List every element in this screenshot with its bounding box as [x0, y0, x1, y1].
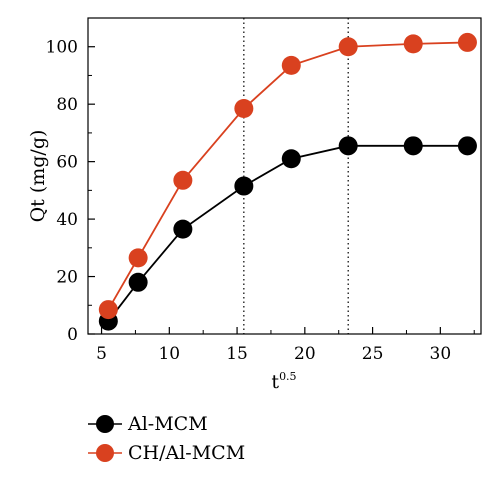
- data-point-al-mcm: [128, 272, 148, 292]
- legend-entry-ch-al-mcm: CH/Al-MCM: [88, 442, 245, 464]
- y-axis-title: Qt (mg/g): [27, 130, 49, 223]
- reference-lines: [243, 18, 349, 334]
- data-point-ch-al-mcm: [338, 37, 358, 57]
- data-point-al-mcm: [173, 219, 193, 239]
- y-tick-label: 0: [67, 325, 78, 345]
- data-point-ch-al-mcm: [98, 300, 118, 320]
- plot-frame: [87, 17, 482, 335]
- data-point-ch-al-mcm: [281, 55, 301, 75]
- legend-marker-al-mcm: [96, 415, 114, 433]
- x-axis-title: t0.5: [271, 370, 296, 393]
- axes: [87, 17, 482, 335]
- series-ch-al-mcm: [98, 32, 477, 320]
- series-line-al-mcm: [107, 144, 468, 322]
- data-point-ch-al-mcm: [457, 32, 477, 52]
- data-point-al-mcm: [403, 136, 423, 156]
- data-point-ch-al-mcm: [128, 248, 148, 268]
- data-point-al-mcm: [457, 136, 477, 156]
- data-point-ch-al-mcm: [403, 34, 423, 54]
- x-tick-label: 20: [294, 344, 316, 364]
- x-tick-label: 25: [362, 344, 384, 364]
- data-point-al-mcm: [234, 176, 254, 196]
- x-axis-title-superscript: 0.5: [279, 370, 297, 383]
- series-line-ch-al-mcm: [107, 41, 468, 311]
- legend-entry-al-mcm: Al-MCM: [88, 413, 208, 435]
- x-axis-title-base: t: [271, 371, 279, 393]
- y-tick-label: 20: [56, 268, 78, 288]
- data-point-ch-al-mcm: [173, 170, 193, 190]
- legend-marker-ch-al-mcm: [96, 444, 114, 462]
- y-tick-label: 80: [56, 95, 78, 115]
- x-tick-label: 5: [96, 344, 107, 364]
- y-tick-label: 40: [56, 210, 78, 230]
- x-tick-label: 30: [430, 344, 452, 364]
- data-point-al-mcm: [281, 149, 301, 169]
- x-tick-label: 10: [158, 344, 180, 364]
- x-tick-label: 15: [226, 344, 248, 364]
- y-tick-label: 60: [56, 153, 78, 173]
- legend: Al-MCM CH/Al-MCM: [88, 413, 245, 464]
- tick-layer: 5 10 15 20 25 30 0 20 40 60 80 100: [46, 38, 475, 364]
- data-point-ch-al-mcm: [234, 98, 254, 118]
- legend-label-al-mcm: Al-MCM: [127, 413, 208, 435]
- y-tick-label: 100: [46, 38, 78, 58]
- legend-label-ch-al-mcm: CH/Al-MCM: [128, 442, 245, 464]
- series-al-mcm: [98, 136, 477, 331]
- series-layer: [98, 32, 477, 331]
- data-point-al-mcm: [338, 136, 358, 156]
